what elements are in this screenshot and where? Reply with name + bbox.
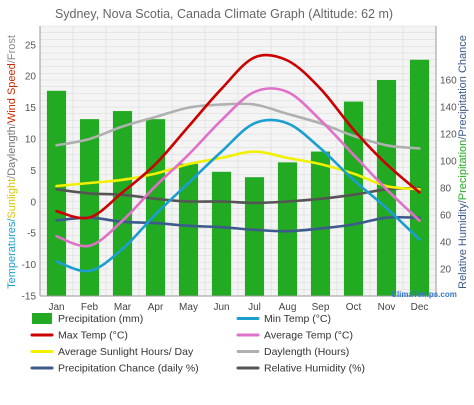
legend-label-precipitation-chance-daily: Precipitation Chance (daily %) [58,363,199,375]
x-tick-label-oct: Oct [346,302,362,313]
precipitation-bar-aug [277,162,298,296]
axis-label-part: Relative Humidity/ [457,199,469,289]
axis-label-part: Wind Speed [6,63,18,123]
axis-label-part: / [6,175,18,179]
precipitation-bar-apr [145,119,166,297]
axis-label-part: /Precipitation Chance [457,35,469,140]
precipitation-bar-jul [244,177,265,296]
precipitation-bar-dec [409,59,430,296]
precipitation-bar-jan [46,90,67,296]
line-max-temp-c [55,53,421,220]
left-tick-label: -15 [22,292,37,303]
left-tick-label: 5 [30,166,36,177]
y-axis-label-left: Temperatures/Sunlight/Daylength/Wind Spe… [6,35,18,289]
axes: -15 -10 -5 0 5 10 15 20 25 20 40 60 80 100 120 140 160 Ja… [22,26,457,313]
right-tick-label: 140 [440,103,457,114]
left-tick-label: 25 [25,40,37,51]
right-tick-label: 20 [440,265,452,276]
left-tick-label: -5 [27,229,36,240]
x-tick-label-sep: Sep [312,302,330,313]
x-tick-label-jun: Jun [213,302,229,313]
left-tick-label: 20 [25,72,37,83]
precipitation-bar-may [178,163,199,296]
x-tick-label-may: May [179,302,198,313]
legend-label-daylength-hours: Daylength (Hours) [264,346,349,358]
line-min-temp-c [55,118,421,273]
axis-label-part: Daylength [6,126,18,176]
right-tick-label: 160 [440,76,457,87]
legend-label-average-sunlight-hours-day: Average Sunlight Hours/ Day [58,346,194,358]
line-average-temp-c [55,87,421,248]
axis-label-part: Frost [6,35,18,60]
axis-label-part: / [6,122,18,126]
axis-label-part: Precipitation [457,140,469,201]
line-average-sunlight-hours-day [55,150,421,191]
precipitation-bar-mar [112,111,133,296]
x-tick-label-nov: Nov [378,302,396,313]
precipitation-bar-sep [310,151,331,296]
axis-label-part: Sunlight [6,179,18,219]
right-tick-label: 80 [440,184,452,195]
precipitation-bar-feb [79,119,100,297]
right-tick-label: 100 [440,157,457,168]
watermark: ClimaTemps.com [391,290,457,299]
x-tick-label-aug: Aug [279,302,297,313]
right-tick-label: 120 [440,130,457,141]
x-tick-label-jan: Jan [48,302,64,313]
right-tick-label: 40 [440,238,452,249]
x-tick-label-apr: Apr [148,302,164,313]
chart-title: Sydney, Nova Scotia, Canada Climate Grap… [55,7,393,21]
axis-label-part: Temperatures/ [6,218,18,289]
series-lines [55,53,421,273]
precipitation-bar-jun [211,171,232,296]
left-tick-label: 10 [25,135,37,146]
right-tick-label: 60 [440,211,452,222]
legend-label-min-temp-c: Min Temp (°C) [264,313,331,325]
x-tick-label-mar: Mar [114,302,132,313]
legend-swatch-precipitation-mm [32,313,52,324]
legend: Precipitation (mm) Min Temp (°C) Max Temp … [30,313,365,375]
left-tick-label: -10 [22,260,37,271]
x-tick-label-dec: Dec [411,302,429,313]
legend-label-average-temp-c: Average Temp (°C) [264,330,353,342]
x-tick-label-jul: Jul [248,302,261,313]
legend-label-max-temp-c: Max Temp (°C) [58,330,128,342]
legend-label-precipitation-mm: Precipitation (mm) [58,313,143,325]
axis-label-part: / [6,59,18,63]
grid [40,25,436,297]
y-axis-label-right: Relative Humidity/Precipitation/Precipit… [457,35,469,289]
left-tick-label: 15 [25,103,37,114]
precipitation-bars [46,59,430,297]
legend-label-relative-humidity: Relative Humidity (%) [264,363,365,375]
x-tick-label-feb: Feb [81,302,99,313]
left-tick-label: 0 [30,197,36,208]
